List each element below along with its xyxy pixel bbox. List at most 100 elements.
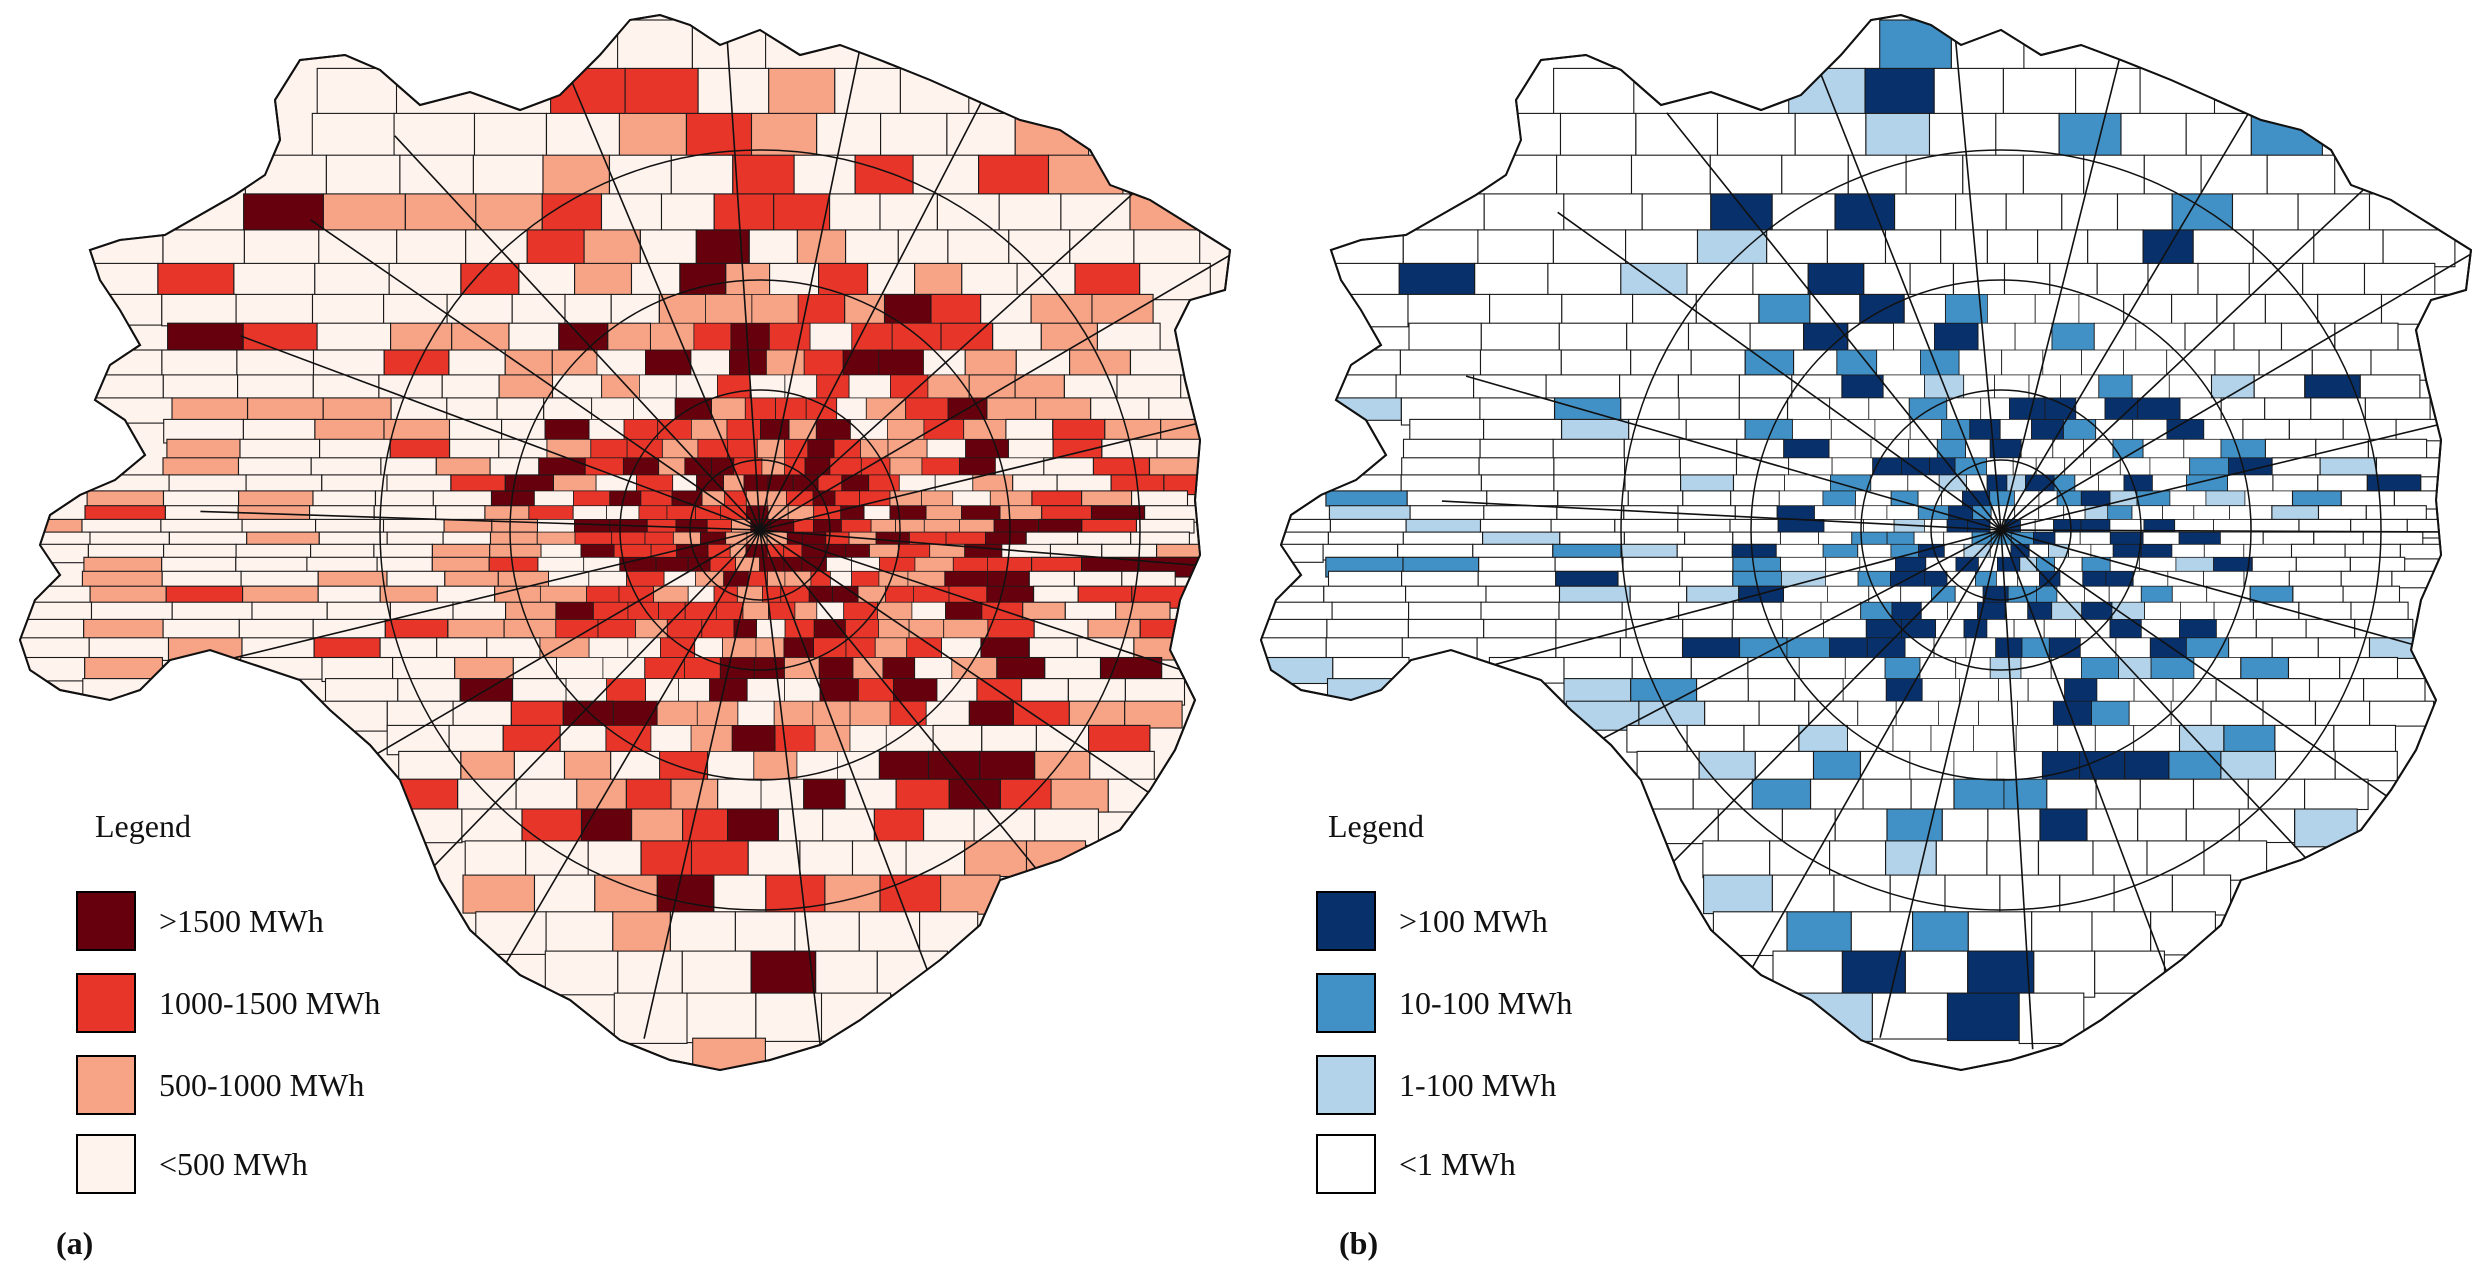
district-polygon bbox=[545, 112, 621, 159]
district-polygon bbox=[625, 778, 672, 810]
district-polygon bbox=[1829, 397, 1870, 421]
district-polygon bbox=[1834, 193, 1896, 233]
district-polygon bbox=[923, 808, 975, 844]
district-polygon bbox=[813, 519, 842, 534]
district-polygon bbox=[1752, 262, 1809, 299]
road-line bbox=[643, 529, 761, 1039]
district-polygon bbox=[397, 678, 461, 703]
district-polygon bbox=[2350, 601, 2409, 622]
district-polygon bbox=[2298, 601, 2352, 621]
district-polygon bbox=[2189, 457, 2230, 477]
district-polygon bbox=[1686, 262, 1754, 296]
district-polygon bbox=[508, 322, 560, 354]
district-polygon bbox=[1405, 585, 1487, 604]
district-polygon bbox=[760, 778, 805, 812]
district-polygon bbox=[867, 262, 916, 297]
district-polygon bbox=[919, 911, 979, 953]
district-polygon bbox=[2078, 293, 2125, 329]
district-polygon bbox=[1999, 874, 2061, 913]
district-polygon bbox=[1787, 397, 1831, 422]
district-polygon bbox=[447, 618, 505, 640]
district-polygon bbox=[1844, 657, 1886, 681]
district-polygon bbox=[2171, 585, 2208, 605]
district-polygon bbox=[711, 397, 746, 421]
district-polygon bbox=[981, 724, 1037, 756]
district-polygon bbox=[1131, 490, 1189, 507]
district-polygon bbox=[849, 725, 887, 756]
district-polygon bbox=[1794, 112, 1867, 161]
district-polygon bbox=[1834, 808, 1888, 844]
district-polygon bbox=[822, 808, 875, 844]
district-polygon bbox=[1941, 490, 1963, 508]
district-polygon bbox=[510, 700, 564, 727]
district-polygon bbox=[398, 750, 462, 785]
district-polygon bbox=[1798, 657, 1846, 682]
district-polygon bbox=[1743, 724, 1800, 755]
district-polygon bbox=[583, 556, 621, 573]
district-polygon bbox=[240, 656, 323, 680]
district-polygon bbox=[20, 656, 86, 682]
legend-title-b: Legend bbox=[1328, 808, 1424, 844]
district-polygon bbox=[1938, 700, 1979, 728]
district-polygon bbox=[1076, 637, 1135, 660]
legend-swatch bbox=[1316, 1055, 1376, 1115]
legend-label: 10-100 MWh bbox=[1399, 984, 1573, 1021]
district-polygon bbox=[2395, 418, 2456, 442]
district-polygon bbox=[2313, 229, 2384, 269]
district-polygon bbox=[1905, 154, 1964, 200]
district-polygon bbox=[306, 556, 378, 573]
district-polygon bbox=[732, 154, 795, 197]
district-polygon bbox=[465, 229, 528, 268]
district-polygon bbox=[318, 531, 388, 546]
road-line bbox=[759, 19, 867, 531]
district-polygon bbox=[713, 874, 767, 913]
district-polygon bbox=[1478, 457, 1555, 477]
district-polygon bbox=[845, 229, 899, 268]
district-polygon bbox=[1559, 112, 1637, 162]
district-polygon bbox=[805, 397, 838, 421]
district-polygon bbox=[526, 229, 585, 270]
district-polygon bbox=[2150, 657, 2195, 682]
district-polygon bbox=[755, 992, 823, 1042]
district-polygon bbox=[2079, 751, 2126, 782]
district-polygon bbox=[670, 154, 734, 199]
district-polygon bbox=[2049, 262, 2098, 296]
district-polygon bbox=[1863, 262, 1911, 297]
district-polygon bbox=[380, 457, 437, 478]
legend-title-a: Legend bbox=[95, 808, 191, 844]
district-polygon bbox=[464, 840, 527, 879]
district-polygon bbox=[162, 374, 239, 402]
district-polygon bbox=[622, 457, 659, 477]
district-polygon bbox=[673, 531, 701, 545]
road-line bbox=[1557, 211, 2002, 531]
district-polygon bbox=[784, 438, 809, 459]
district-polygon bbox=[793, 154, 856, 199]
district-polygon bbox=[542, 154, 610, 199]
district-polygon bbox=[2133, 678, 2174, 703]
district-polygon bbox=[1401, 457, 1480, 477]
district-polygon bbox=[2074, 474, 2099, 493]
district-polygon bbox=[376, 556, 433, 574]
district-polygon bbox=[2142, 229, 2194, 265]
district-polygon bbox=[1729, 518, 1779, 534]
district-polygon bbox=[1826, 229, 1887, 266]
district-polygon bbox=[1641, 193, 1712, 232]
district-polygon bbox=[1325, 490, 1408, 507]
district-polygon bbox=[2131, 374, 2170, 402]
district-polygon bbox=[1088, 724, 1151, 757]
road-line bbox=[394, 135, 761, 531]
district-polygon bbox=[1950, 19, 2025, 73]
road-line bbox=[240, 335, 761, 531]
district-polygon bbox=[1631, 656, 1692, 683]
district-polygon bbox=[876, 950, 948, 996]
district-polygon bbox=[2087, 229, 2144, 267]
district-polygon bbox=[1828, 438, 1872, 461]
road-line bbox=[1465, 375, 2002, 531]
district-polygon bbox=[685, 112, 753, 159]
road-line bbox=[2000, 529, 2451, 841]
district-polygon bbox=[1328, 397, 1402, 421]
district-polygon bbox=[1780, 531, 1819, 547]
district-polygon bbox=[2149, 637, 2187, 661]
district-polygon bbox=[2185, 112, 2252, 159]
legend-label: 500-1000 MWh bbox=[159, 1066, 365, 1103]
